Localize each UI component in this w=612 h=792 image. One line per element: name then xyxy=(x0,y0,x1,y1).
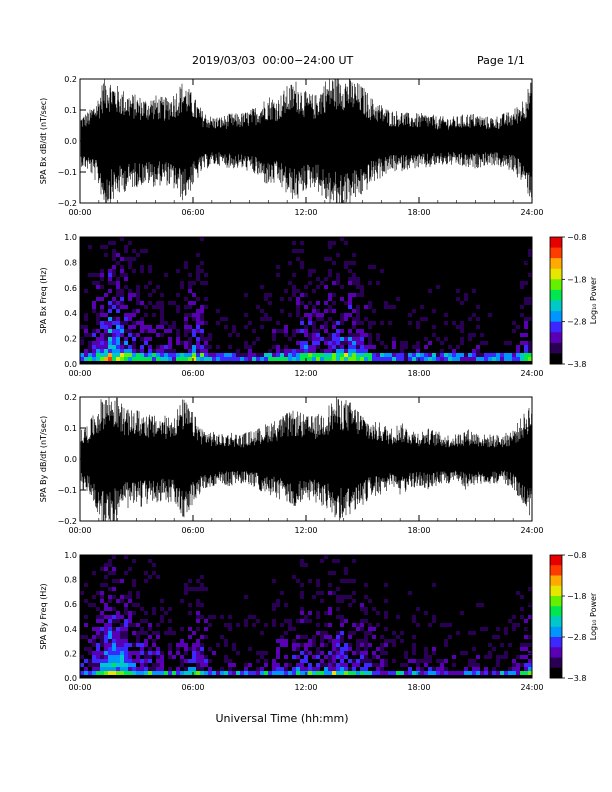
colorbar-tick-label: −1.8 xyxy=(567,592,586,601)
y-tick-label: −0.1 xyxy=(58,486,77,495)
colorbar-segment xyxy=(550,311,562,323)
y-tick-label: 0.0 xyxy=(64,674,77,683)
x-tick-label: 24:00 xyxy=(520,208,543,217)
colorbar-segment xyxy=(550,342,562,354)
y-tick-label: 0.4 xyxy=(64,625,77,634)
colorbar-segment xyxy=(550,321,562,333)
colorbar-segment xyxy=(550,657,562,669)
x-tick-label: 06:00 xyxy=(181,208,204,217)
colorbar-segment xyxy=(550,626,562,638)
panel-2: 00:00 06:00 12:00 18:00 24:00 1.0 0.8 0.6 0.4 0.2… xyxy=(39,233,544,378)
x-tick-label: 00:00 xyxy=(68,369,91,378)
y-tick-label: 1.0 xyxy=(64,233,77,242)
colorbar-tick-label: −0.8 xyxy=(567,551,586,560)
colorbar-frame xyxy=(549,236,563,365)
panel-2-image xyxy=(80,237,532,364)
x-tick-label: 24:00 xyxy=(520,526,543,535)
x-tick-label: 12:00 xyxy=(294,683,317,692)
colorbar-tick-label: −0.8 xyxy=(567,233,586,242)
colorbar-segment xyxy=(550,585,562,597)
figure-title: 2019/03/03 00:00−24:00 UT xyxy=(192,54,354,67)
colorbar-segment xyxy=(550,279,562,291)
y-tick-label: 0.1 xyxy=(64,106,77,115)
y-tick-label: −0.1 xyxy=(58,168,77,177)
x-axis-label: Universal Time (hh:mm) xyxy=(216,712,349,725)
y-axis-label: SPA Bx Freq (Hz) xyxy=(39,267,48,333)
y-tick-label: 0.2 xyxy=(64,649,77,658)
x-tick-label: 12:00 xyxy=(294,208,317,217)
colorbar-segment xyxy=(550,353,562,365)
colorbar-segment xyxy=(550,258,562,270)
colorbar-2: −0.8 −1.8 −2.8 −3.8 Log₁₀ Power xyxy=(549,233,598,369)
x-tick-label: 06:00 xyxy=(181,683,204,692)
x-tick-label: 12:00 xyxy=(294,369,317,378)
colorbar-label: Log₁₀ Power xyxy=(589,276,598,324)
y-tick-label: 0.0 xyxy=(64,360,77,369)
y-tick-label: 0.4 xyxy=(64,309,77,318)
spectrogram-cells xyxy=(80,555,532,675)
x-tick-label: 18:00 xyxy=(407,369,430,378)
y-tick-label: 0.8 xyxy=(64,576,77,585)
panel-4: 00:00 06:00 12:00 18:00 24:00 1.0 0.8 0.6 0.4 0.2… xyxy=(39,551,544,692)
colorbar-segment xyxy=(550,247,562,259)
y-tick-label: −0.2 xyxy=(58,199,77,208)
colorbar-tick-label: −3.8 xyxy=(567,674,586,683)
colorbar-segment xyxy=(550,237,562,249)
y-tick-label: 0.2 xyxy=(64,335,77,344)
x-tick-label: 00:00 xyxy=(68,208,91,217)
page-indicator: Page 1/1 xyxy=(477,54,525,67)
y-tick-label: 0.6 xyxy=(64,284,77,293)
y-axis-label: SPA Bx dB/dt (nT/sec) xyxy=(39,98,48,185)
x-tick-label: 24:00 xyxy=(520,369,543,378)
colorbar-segment xyxy=(550,647,562,658)
colorbar-segment xyxy=(550,565,562,576)
colorbar-tick-label: −1.8 xyxy=(567,275,586,284)
y-tick-label: 1.0 xyxy=(64,551,77,560)
x-tick-label: 18:00 xyxy=(407,208,430,217)
panel-1: 00:00 06:00 12:00 18:00 24:00 0.2 0.1 0.0 −0.1 −0… xyxy=(39,75,544,217)
y-tick-label: 0.2 xyxy=(64,393,77,402)
x-tick-label: 24:00 xyxy=(520,683,543,692)
colorbar-segment xyxy=(550,555,562,566)
colorbar-segment xyxy=(550,300,562,312)
colorbar-segment xyxy=(550,616,562,628)
y-tick-label: 0.6 xyxy=(64,600,77,609)
y-tick-label: 0.1 xyxy=(64,424,77,433)
colorbar-segment xyxy=(550,289,562,301)
y-tick-label: 0.8 xyxy=(64,258,77,267)
y-tick-label: 0.0 xyxy=(64,455,77,464)
colorbar-frame xyxy=(549,554,563,679)
colorbar-tick-label: −3.8 xyxy=(567,360,586,369)
colorbar-segment xyxy=(550,596,562,607)
y-tick-label: 0.0 xyxy=(64,137,77,146)
colorbar-tick-label: −2.8 xyxy=(567,633,586,642)
x-tick-label: 18:00 xyxy=(407,683,430,692)
y-axis-label: SPA By Freq (Hz) xyxy=(39,583,48,649)
y-axis-label: SPA By dB/dt (nT/sec) xyxy=(39,416,48,503)
x-tick-label: 06:00 xyxy=(181,526,204,535)
colorbar-segment xyxy=(550,667,562,679)
y-tick-label: 0.2 xyxy=(64,75,77,84)
x-tick-label: 00:00 xyxy=(68,526,91,535)
x-tick-label: 06:00 xyxy=(181,369,204,378)
colorbar-label: Log₁₀ Power xyxy=(589,592,598,640)
spectrogram-cells xyxy=(80,237,532,361)
y-tick-label: −0.2 xyxy=(58,517,77,526)
panel-4-image xyxy=(80,555,532,678)
colorbar-tick-label: −2.8 xyxy=(567,318,586,327)
x-tick-label: 18:00 xyxy=(407,526,430,535)
colorbar-4: −0.8 −1.8 −2.8 −3.8 Log₁₀ Power xyxy=(549,551,598,683)
panel-3: 00:00 06:00 12:00 18:00 24:00 0.2 0.1 0.0 −0.1 −0… xyxy=(39,393,544,535)
colorbar-segment xyxy=(550,575,562,587)
colorbar-segment xyxy=(550,637,562,648)
series-trace xyxy=(80,397,532,521)
x-tick-label: 00:00 xyxy=(68,683,91,692)
colorbar-segment xyxy=(550,606,562,617)
colorbar-segment xyxy=(550,332,562,344)
series-trace xyxy=(80,79,532,203)
x-tick-label: 12:00 xyxy=(294,526,317,535)
colorbar-segment xyxy=(550,268,562,280)
